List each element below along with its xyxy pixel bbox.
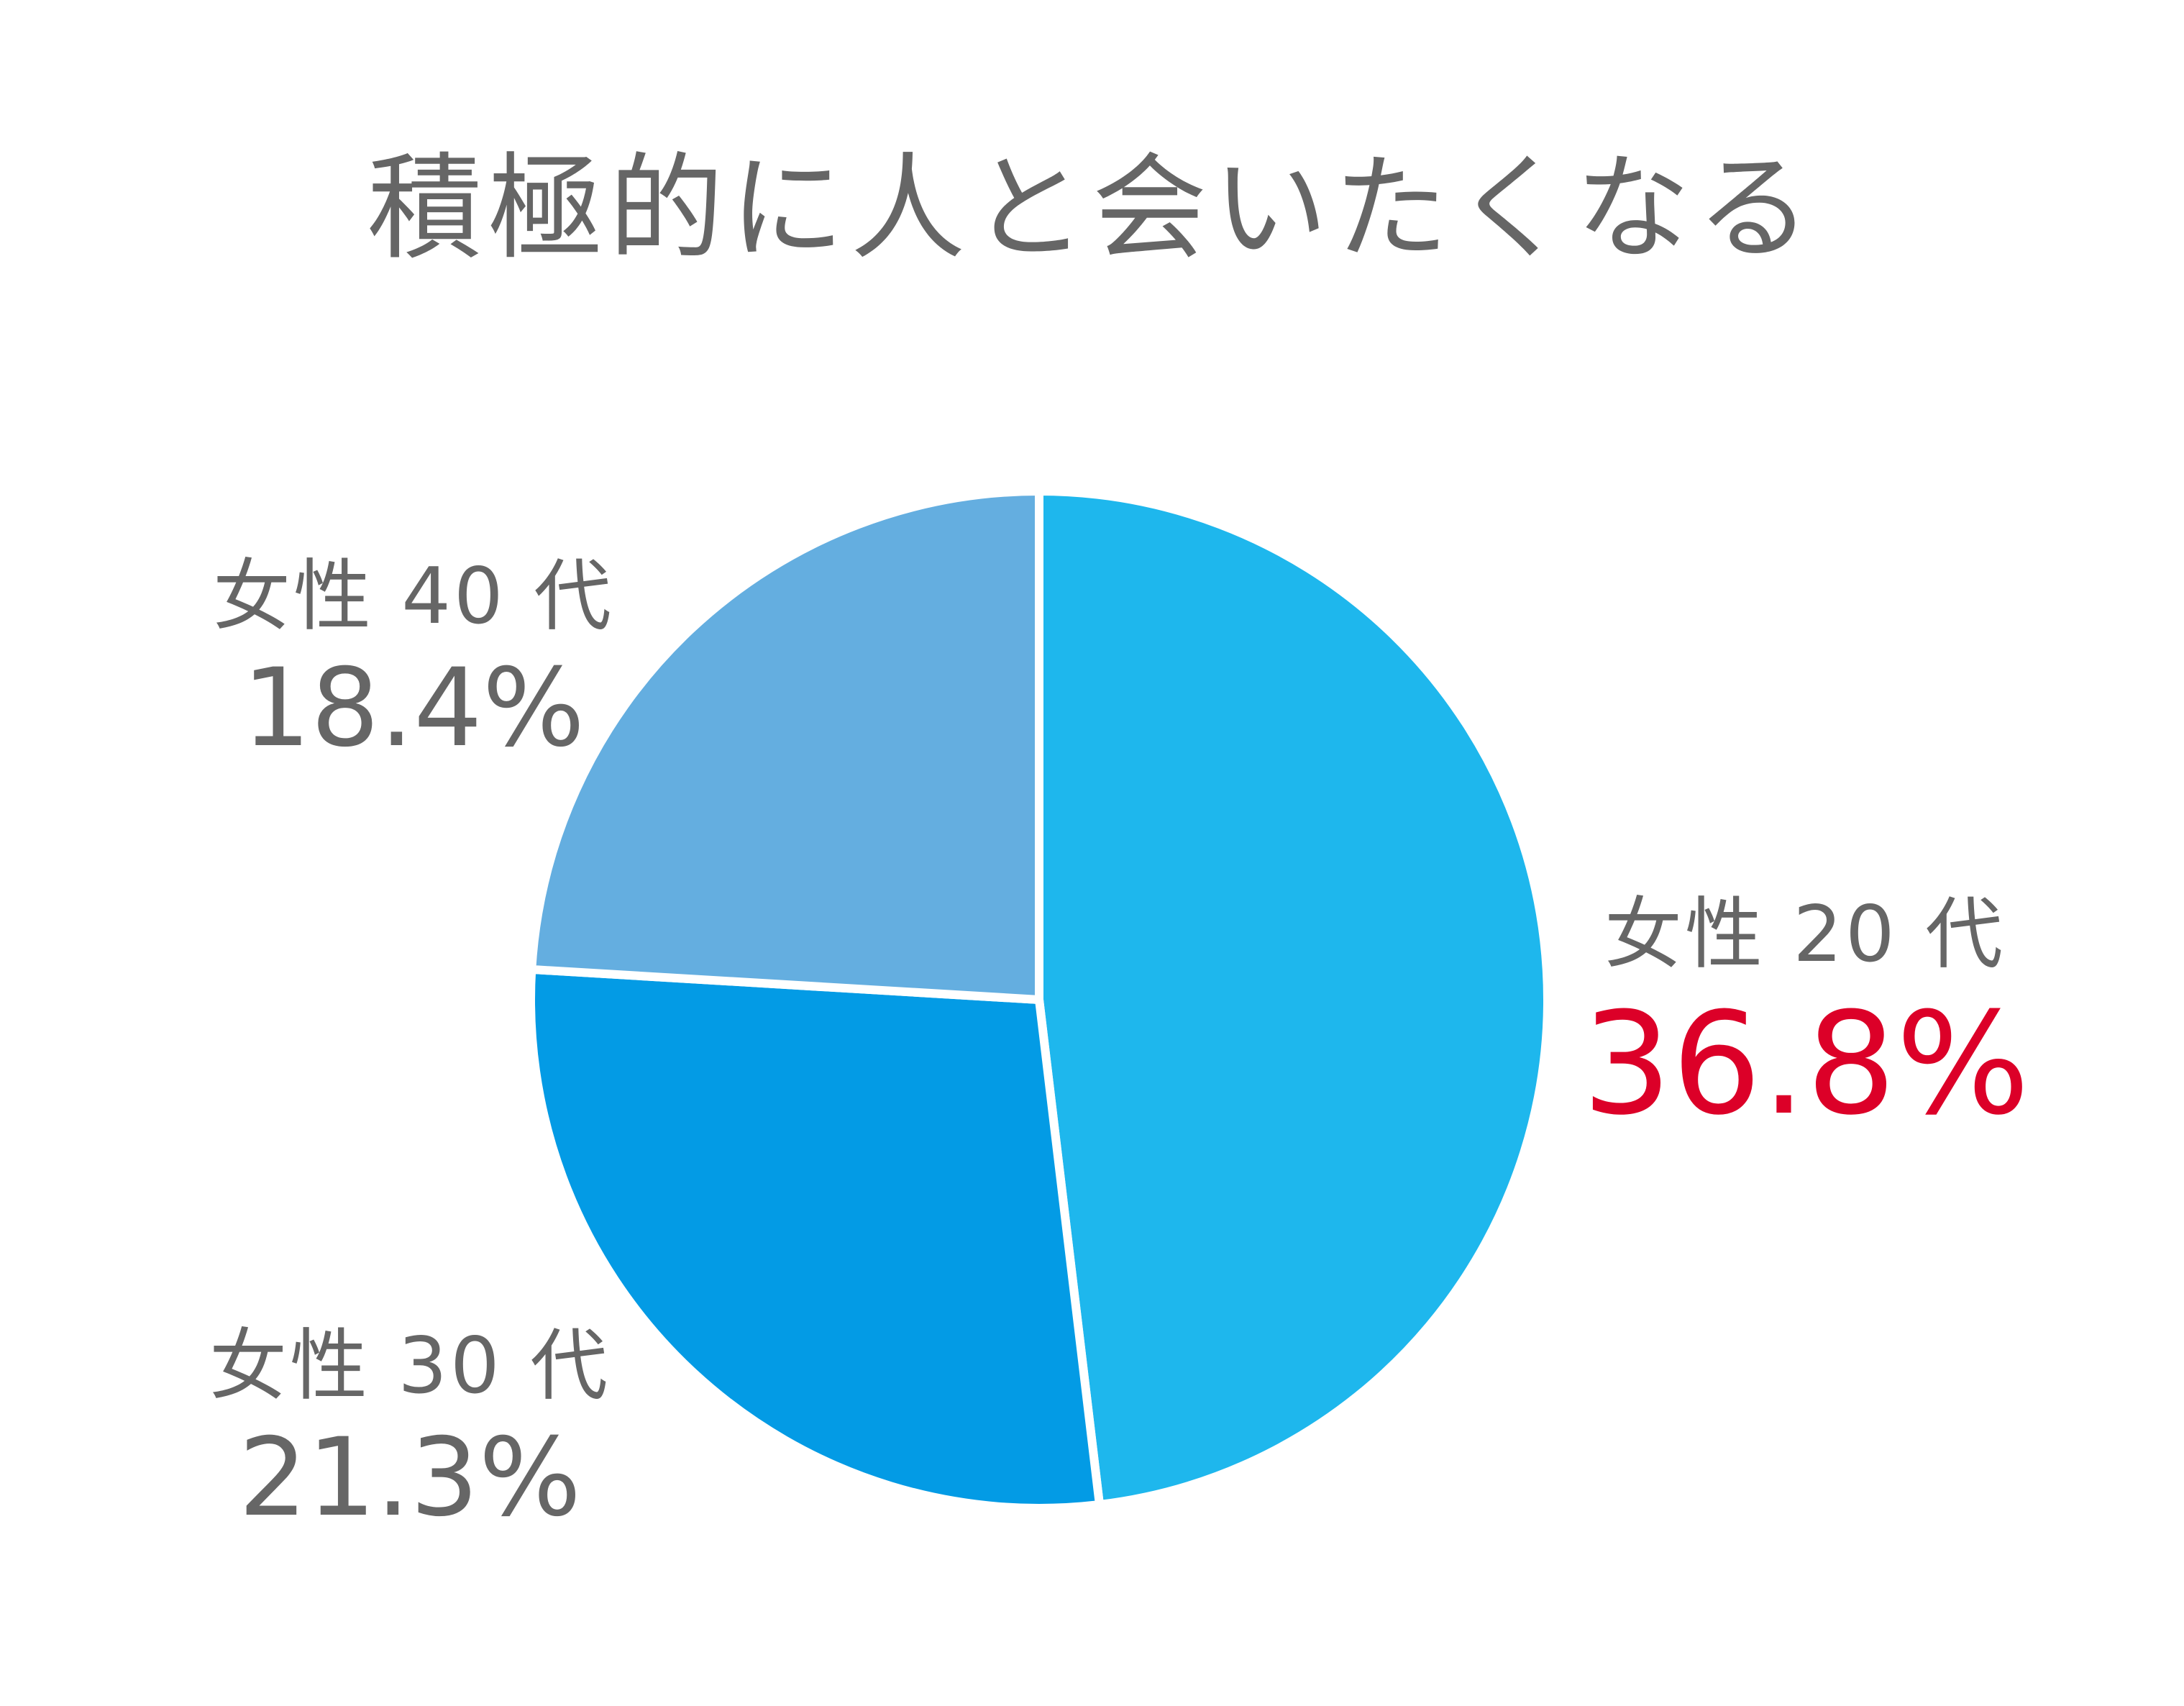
pie-slice-40s xyxy=(527,487,1043,1004)
slice-label-40s: 女性 40 代 18.4% xyxy=(194,547,633,770)
slice-value: 18.4% xyxy=(242,646,585,771)
slice-label-20s: 女性 20 代 36.8% xyxy=(1582,885,2030,1146)
pie-slices xyxy=(526,487,1552,1513)
pie-slice-20s xyxy=(1035,487,1552,1509)
slice-category: 女性 30 代 xyxy=(209,1321,611,1411)
slice-category: 女性 20 代 xyxy=(1604,890,2006,980)
slice-value-highlight: 36.8% xyxy=(1582,982,2030,1146)
slice-category: 女性 40 代 xyxy=(212,552,615,642)
chart-title: 積極的に人と会いたくなる xyxy=(367,141,1817,275)
pie-slice-30s xyxy=(526,964,1104,1513)
slice-label-30s: 女性 30 代 21.3% xyxy=(187,1316,633,1539)
slice-value: 21.3% xyxy=(238,1415,582,1541)
